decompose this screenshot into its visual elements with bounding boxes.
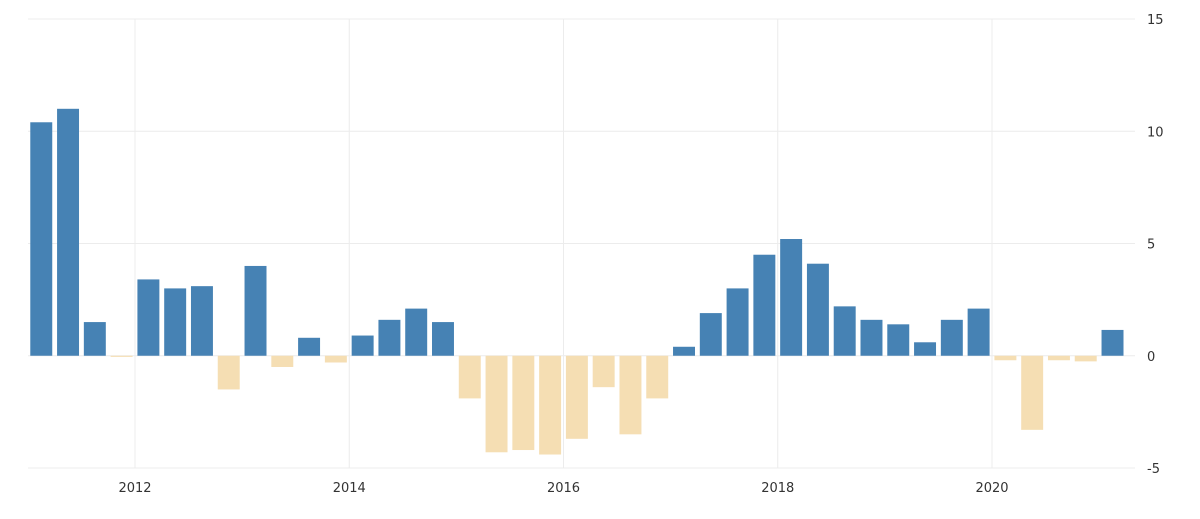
bar[interactable] (1101, 329, 1124, 356)
bar[interactable] (780, 239, 803, 356)
bar[interactable] (539, 355, 562, 455)
bar[interactable] (726, 288, 749, 356)
bar[interactable] (753, 254, 776, 356)
y-tick-label: 0 (1147, 350, 1155, 365)
bar[interactable] (137, 279, 160, 356)
bar[interactable] (565, 355, 588, 439)
bar[interactable] (1047, 355, 1070, 361)
y-tick-label: 10 (1147, 125, 1164, 140)
bar[interactable] (646, 355, 669, 399)
x-tick-label: 2012 (118, 481, 151, 496)
bar[interactable] (432, 322, 454, 356)
x-tick-label: 2018 (761, 481, 794, 496)
bar[interactable] (860, 319, 883, 356)
bar[interactable] (833, 306, 856, 356)
y-axis-ticks: -5 0 5 10 15 (1147, 13, 1164, 477)
bar[interactable] (673, 346, 695, 356)
bars (30, 108, 1124, 455)
x-tick-label: 2014 (333, 481, 366, 496)
bar[interactable] (1074, 355, 1097, 362)
x-tick-label: 2016 (547, 481, 580, 496)
bar[interactable] (271, 355, 294, 367)
bar[interactable] (110, 355, 133, 357)
bar[interactable] (806, 263, 829, 356)
bar[interactable] (458, 355, 481, 399)
bar[interactable] (512, 355, 535, 451)
bar[interactable] (699, 313, 722, 356)
bar[interactable] (83, 322, 106, 356)
bar[interactable] (164, 288, 187, 356)
bar[interactable] (967, 308, 990, 356)
bar[interactable] (1021, 355, 1044, 430)
x-axis-ticks: 2012 2014 2016 2018 2020 (118, 481, 1008, 496)
bar[interactable] (30, 122, 53, 356)
bar[interactable] (887, 324, 910, 356)
bar[interactable] (378, 319, 401, 356)
bar[interactable] (994, 355, 1017, 361)
bar[interactable] (914, 342, 937, 356)
bar[interactable] (619, 355, 642, 435)
bar[interactable] (351, 335, 374, 356)
bar[interactable] (324, 355, 347, 363)
bar[interactable] (57, 108, 80, 356)
bar[interactable] (217, 355, 240, 390)
bar[interactable] (940, 319, 963, 356)
bar[interactable] (298, 337, 321, 356)
bar[interactable] (485, 355, 508, 453)
bar[interactable] (405, 308, 428, 356)
y-tick-label: 5 (1147, 238, 1155, 253)
y-tick-label: -5 (1147, 462, 1160, 477)
bar[interactable] (592, 355, 615, 388)
y-tick-label: 15 (1147, 13, 1164, 28)
bar[interactable] (244, 265, 267, 356)
x-tick-label: 2020 (975, 481, 1008, 496)
bar[interactable] (190, 286, 213, 356)
